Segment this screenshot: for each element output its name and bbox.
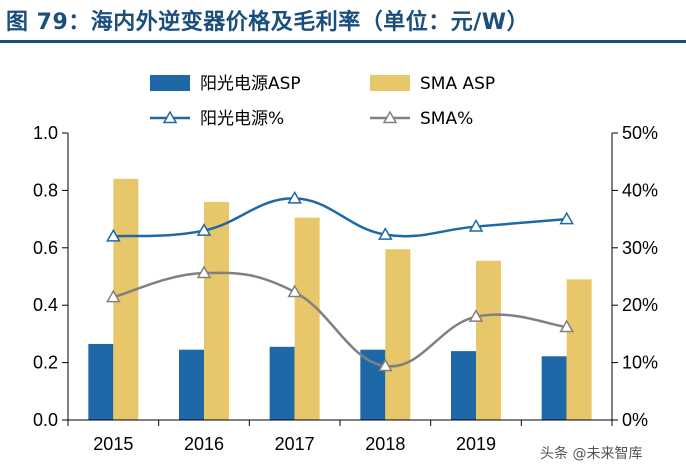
x-tick-label: 2017 xyxy=(275,434,315,454)
x-tick-label: 2016 xyxy=(184,434,224,454)
legend-label: 阳光电源% xyxy=(200,109,284,129)
sma-margin-point xyxy=(378,358,393,372)
sungrow-margin-point xyxy=(196,223,212,236)
y-tick-left-label: 0.0 xyxy=(33,410,58,430)
y-tick-right-label: 10% xyxy=(622,353,658,373)
legend-label: 阳光电源ASP xyxy=(200,74,301,94)
chart-title: 图 79：海内外逆变器价格及毛利率（单位：元/W） xyxy=(6,10,530,35)
y-tick-left-label: 0.4 xyxy=(33,295,58,315)
title-rule xyxy=(0,40,686,43)
sma-margin-point xyxy=(106,289,121,303)
sma-asp-bar xyxy=(204,201,229,420)
sungrow-asp-bar xyxy=(541,356,567,420)
watermark: 头条 @未来智库 xyxy=(540,445,642,462)
y-tick-left-label: 0.6 xyxy=(33,238,58,258)
sungrow-margin-point xyxy=(287,190,302,204)
sungrow-margin-line xyxy=(113,197,567,238)
sungrow-asp-bar xyxy=(269,346,295,420)
sungrow-asp-bar xyxy=(179,349,204,420)
sungrow-margin-point xyxy=(468,219,484,232)
sungrow-asp-bar xyxy=(451,351,476,420)
sma-asp-bar xyxy=(294,217,320,420)
sungrow-margin-point xyxy=(106,228,121,242)
sma-asp-bar xyxy=(566,279,592,420)
sungrow-margin-point xyxy=(378,227,393,240)
legend-swatch xyxy=(370,75,410,91)
y-tick-left-label: 0.8 xyxy=(33,180,58,200)
y-tick-left-label: 1.0 xyxy=(33,123,58,143)
legend-marker xyxy=(382,110,398,124)
sma-asp-bar xyxy=(476,260,501,420)
x-tick-label: 2018 xyxy=(365,434,405,454)
sungrow-margin-point xyxy=(559,211,574,225)
sma-margin-point xyxy=(559,319,574,333)
y-tick-right-label: 50% xyxy=(622,123,658,143)
sungrow-asp-bar xyxy=(360,349,386,420)
x-tick-label: 2019 xyxy=(456,434,496,454)
legend-swatch xyxy=(150,75,190,91)
sma-margin-point xyxy=(196,265,212,279)
sma-asp-bar xyxy=(385,249,411,420)
sma-margin-point xyxy=(468,309,484,322)
y-tick-left-label: 0.2 xyxy=(33,353,58,373)
legend-label: SMA% xyxy=(420,109,473,129)
y-tick-right-label: 20% xyxy=(622,295,658,315)
y-tick-right-label: 40% xyxy=(622,180,658,200)
sma-margin-point xyxy=(287,284,302,298)
legend-label: SMA ASP xyxy=(420,74,495,94)
x-tick-label: 2015 xyxy=(93,434,133,454)
y-tick-right-label: 30% xyxy=(622,238,658,258)
sungrow-asp-bar xyxy=(88,343,114,420)
legend-marker xyxy=(162,110,178,124)
y-tick-right-label: 0% xyxy=(622,410,648,430)
